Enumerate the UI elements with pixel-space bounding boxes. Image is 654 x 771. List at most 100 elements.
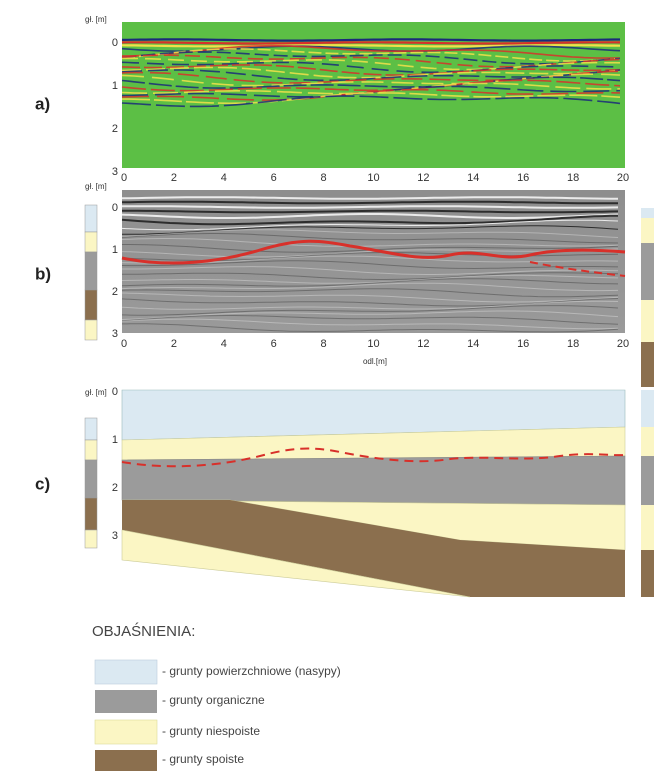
legend-item: - grunty powierzchniowe (nasypy) [162, 664, 341, 678]
reflection [121, 248, 619, 258]
reflection [121, 282, 619, 292]
reflection [121, 233, 619, 244]
x-tick-label: 6 [271, 338, 277, 350]
x-tick-label: 14 [467, 338, 479, 350]
reflection [121, 95, 621, 108]
reflection [121, 310, 619, 320]
soil-column-c [84, 417, 98, 549]
y-axis-label: gł. [m] [85, 182, 107, 191]
reflection [121, 288, 619, 298]
x-tick-label: 20 [617, 172, 629, 184]
x-tick-label: 16 [517, 172, 529, 184]
soil-column-c-right [641, 390, 654, 597]
reflection [122, 92, 621, 105]
reflection [121, 73, 621, 87]
y-tick-label: 0 [112, 202, 118, 214]
reflection [122, 266, 619, 275]
x-tick-label: 18 [567, 338, 579, 350]
y-tick-label: 0 [112, 37, 118, 49]
reflection [121, 64, 621, 76]
x-tick-label: 8 [321, 172, 327, 184]
reflection [121, 61, 621, 74]
x-tick-label: 2 [171, 172, 177, 184]
y-tick-label: 0 [112, 386, 118, 398]
reflection [121, 48, 621, 62]
reflection [122, 225, 619, 235]
reflection [121, 51, 621, 65]
reflection [121, 219, 619, 231]
x-tick-label: 12 [417, 172, 429, 184]
soil-column-b [84, 204, 98, 341]
panel-label: c) [35, 474, 50, 493]
x-tick-label: 12 [417, 338, 429, 350]
reflection [121, 213, 619, 219]
x-tick-label: 18 [567, 172, 579, 184]
reflection [121, 57, 621, 71]
reflection [121, 200, 618, 205]
reflection [121, 260, 619, 270]
reflection [121, 315, 619, 325]
x-tick-label: 10 [367, 338, 379, 350]
legend-swatches [94, 659, 158, 771]
reflection [121, 88, 621, 101]
x-tick-label: 0 [121, 338, 127, 350]
y-tick-label: 3 [112, 328, 118, 340]
legend-item: - grunty organiczne [162, 693, 265, 707]
reflection [121, 300, 619, 310]
interface-line-dashed [529, 261, 626, 277]
x-tick-label: 6 [271, 172, 277, 184]
y-tick-label: 1 [112, 244, 118, 256]
x-tick-label: 20 [617, 338, 629, 350]
x-tick-label: 4 [221, 172, 227, 184]
reflection [121, 292, 619, 303]
reflection [121, 66, 621, 79]
interface-line [121, 239, 626, 265]
legend-item: - grunty niespoiste [162, 724, 260, 738]
reflection [121, 305, 619, 316]
reflection [121, 38, 620, 42]
reflection [121, 44, 621, 48]
x-tick-label: 8 [321, 338, 327, 350]
x-tick-label: 0 [121, 172, 127, 184]
reflection [121, 76, 621, 89]
y-axis-label: gł. [m] [85, 15, 107, 24]
panel-label: b) [35, 264, 51, 283]
soil-column-b-right [641, 208, 654, 387]
reflection [121, 214, 619, 226]
reflection [121, 272, 619, 280]
y-tick-label: 3 [112, 530, 118, 542]
x-axis-label: odl.[m] [363, 357, 387, 366]
x-tick-label: 2 [171, 338, 177, 350]
reflection [122, 209, 619, 214]
reflection [121, 298, 619, 307]
reflection [122, 205, 619, 209]
y-tick-label: 2 [112, 482, 118, 494]
cross-section [121, 389, 626, 598]
reflection [121, 323, 619, 333]
reflection [122, 44, 621, 59]
reflection [121, 278, 619, 287]
x-tick-label: 16 [517, 338, 529, 350]
x-tick-label: 10 [367, 172, 379, 184]
legend-item: - grunty spoiste [162, 752, 244, 766]
y-tick-label: 2 [112, 286, 118, 298]
radargram-b-reflections [121, 196, 619, 333]
reflection [121, 274, 619, 284]
x-tick-label: 14 [467, 172, 479, 184]
radargram-a-reflections [121, 38, 621, 108]
y-tick-label: 2 [112, 123, 118, 135]
y-axis-label: gł. [m] [85, 388, 107, 397]
x-tick-label: 4 [221, 338, 227, 350]
reflection [121, 229, 619, 238]
panel-label: a) [35, 94, 50, 113]
reflection [121, 41, 621, 45]
y-tick-label: 1 [112, 80, 118, 92]
y-tick-label: 1 [112, 434, 118, 446]
y-tick-label: 3 [112, 166, 118, 178]
reflection [121, 318, 619, 330]
reflection [121, 196, 618, 200]
legend-title: OBJAŚNIENIA: [92, 622, 195, 640]
reflection [121, 238, 619, 247]
reflection [121, 79, 621, 92]
